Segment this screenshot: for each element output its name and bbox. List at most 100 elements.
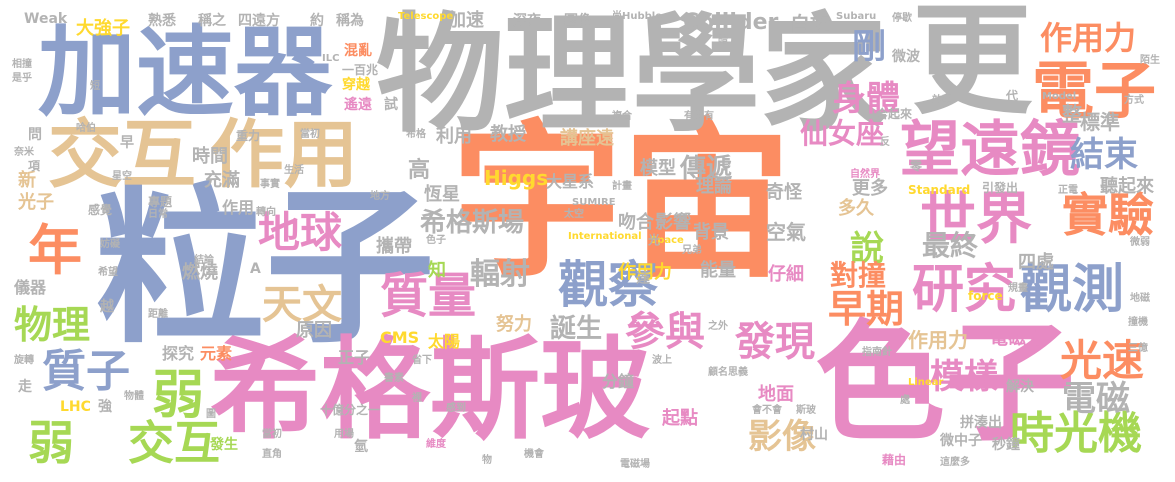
word: 圖像 (564, 13, 592, 29)
word: 望遠鏡 (900, 115, 1080, 185)
word: 電子 (1032, 54, 1157, 127)
word: 探究 (162, 344, 195, 363)
word: 自然界 (850, 169, 880, 180)
word: 遙遠 (344, 97, 372, 113)
word: 最終 (922, 229, 979, 262)
word: 距離 (148, 309, 168, 320)
word: Space (650, 235, 684, 246)
word: 仙女座 (800, 117, 885, 150)
word: 作用力 (908, 328, 968, 352)
word: 是乎 (12, 73, 32, 84)
word: 新 (18, 170, 36, 191)
word: 充滿 (204, 170, 240, 191)
word: 省下 (412, 355, 432, 366)
word: 微中子 (940, 433, 982, 449)
word: 剛 (852, 27, 886, 67)
word: 引發出 (982, 181, 1019, 195)
word: 規畫 (1008, 283, 1028, 294)
word: 約 (310, 13, 324, 29)
word: 微波 (892, 49, 920, 65)
word: 處 (900, 395, 910, 406)
word: 原因 (296, 320, 332, 341)
word: 說 (850, 229, 884, 269)
word: 代 (1006, 89, 1019, 103)
word: 用場 (334, 429, 354, 440)
word: 世界 (920, 187, 1032, 252)
word: 藉由 (882, 453, 907, 467)
word: 日常 (148, 209, 168, 220)
word: LHC (60, 399, 91, 415)
word: 感到 (446, 403, 466, 414)
word: Model (1042, 91, 1077, 102)
word: 希格斯場 (420, 208, 525, 238)
word: 指南針 (862, 347, 892, 358)
word: 時光機 (1010, 408, 1142, 459)
word: 教授 (490, 124, 526, 145)
word: 空氣 (766, 220, 806, 244)
word: 光子 (18, 192, 54, 213)
word: 弱 (152, 366, 205, 426)
word: 電磁 (1062, 379, 1130, 419)
word: 講座遠 (560, 128, 614, 149)
word: 理論 (696, 176, 732, 197)
word: 發現 (735, 319, 815, 365)
word: 解決 (1006, 379, 1034, 395)
word: 重力 (236, 129, 261, 143)
word: 十億分之一 (320, 403, 381, 417)
word: 兄弟 (682, 245, 702, 256)
word: 正子 (338, 348, 371, 367)
word: 太空 (564, 209, 584, 220)
word: 弱 (28, 416, 74, 470)
word: 三億 (1128, 343, 1148, 354)
word: CMS (380, 328, 420, 347)
word: Collider (683, 10, 779, 35)
word: 色子 (426, 235, 446, 246)
word: 影響 (655, 212, 691, 233)
word: 書素 (384, 373, 404, 384)
word: 傳遞 (680, 154, 733, 184)
word: 作用 (210, 112, 358, 198)
word: 稱之 (198, 13, 226, 29)
word: 努力 (496, 314, 532, 335)
word: 物理 (14, 303, 91, 347)
word: 試 (384, 97, 398, 113)
word: Subaru (836, 11, 877, 22)
word: 大強子 (76, 18, 130, 39)
word: 希格 (406, 129, 426, 140)
word: 感覺 (88, 203, 113, 217)
word: 背景 (693, 222, 729, 243)
word: 仔細 (768, 264, 804, 285)
word: 多久 (838, 198, 874, 219)
word: 事實 (260, 179, 280, 190)
word: 專題 (148, 195, 173, 209)
word: 旋轉 (14, 355, 34, 366)
word: 身體 (832, 79, 900, 119)
word: 質子 (42, 346, 130, 397)
word: 維度 (426, 439, 446, 450)
word: 希格斯玻 (210, 326, 650, 454)
word: 實驗 (1062, 188, 1154, 242)
word: 相撞 (12, 59, 32, 70)
word: Higgs (484, 166, 549, 190)
word: 短 (90, 81, 100, 92)
word: 聽起來 (1100, 176, 1154, 197)
word: 穿越 (342, 77, 370, 93)
word: 方式 (1124, 95, 1144, 106)
word: A (250, 261, 261, 277)
word: 波上 (652, 355, 672, 366)
word: 高 (408, 158, 431, 183)
word: 合起來 (876, 107, 913, 121)
word: 圖 (206, 409, 216, 420)
word: 星空 (112, 171, 132, 182)
word: 模樣 (930, 357, 998, 397)
word: 誕生 (550, 314, 603, 344)
word: 早期 (828, 287, 905, 331)
word: 模型 (640, 158, 676, 179)
word: 四遠方 (238, 13, 280, 29)
word: 攜帶 (376, 236, 412, 257)
word: 起點 (662, 408, 698, 429)
word: 發生 (210, 437, 238, 453)
word: 電磁場 (620, 459, 650, 470)
word: 會不會 (752, 405, 782, 416)
word: 轉向 (256, 207, 276, 218)
